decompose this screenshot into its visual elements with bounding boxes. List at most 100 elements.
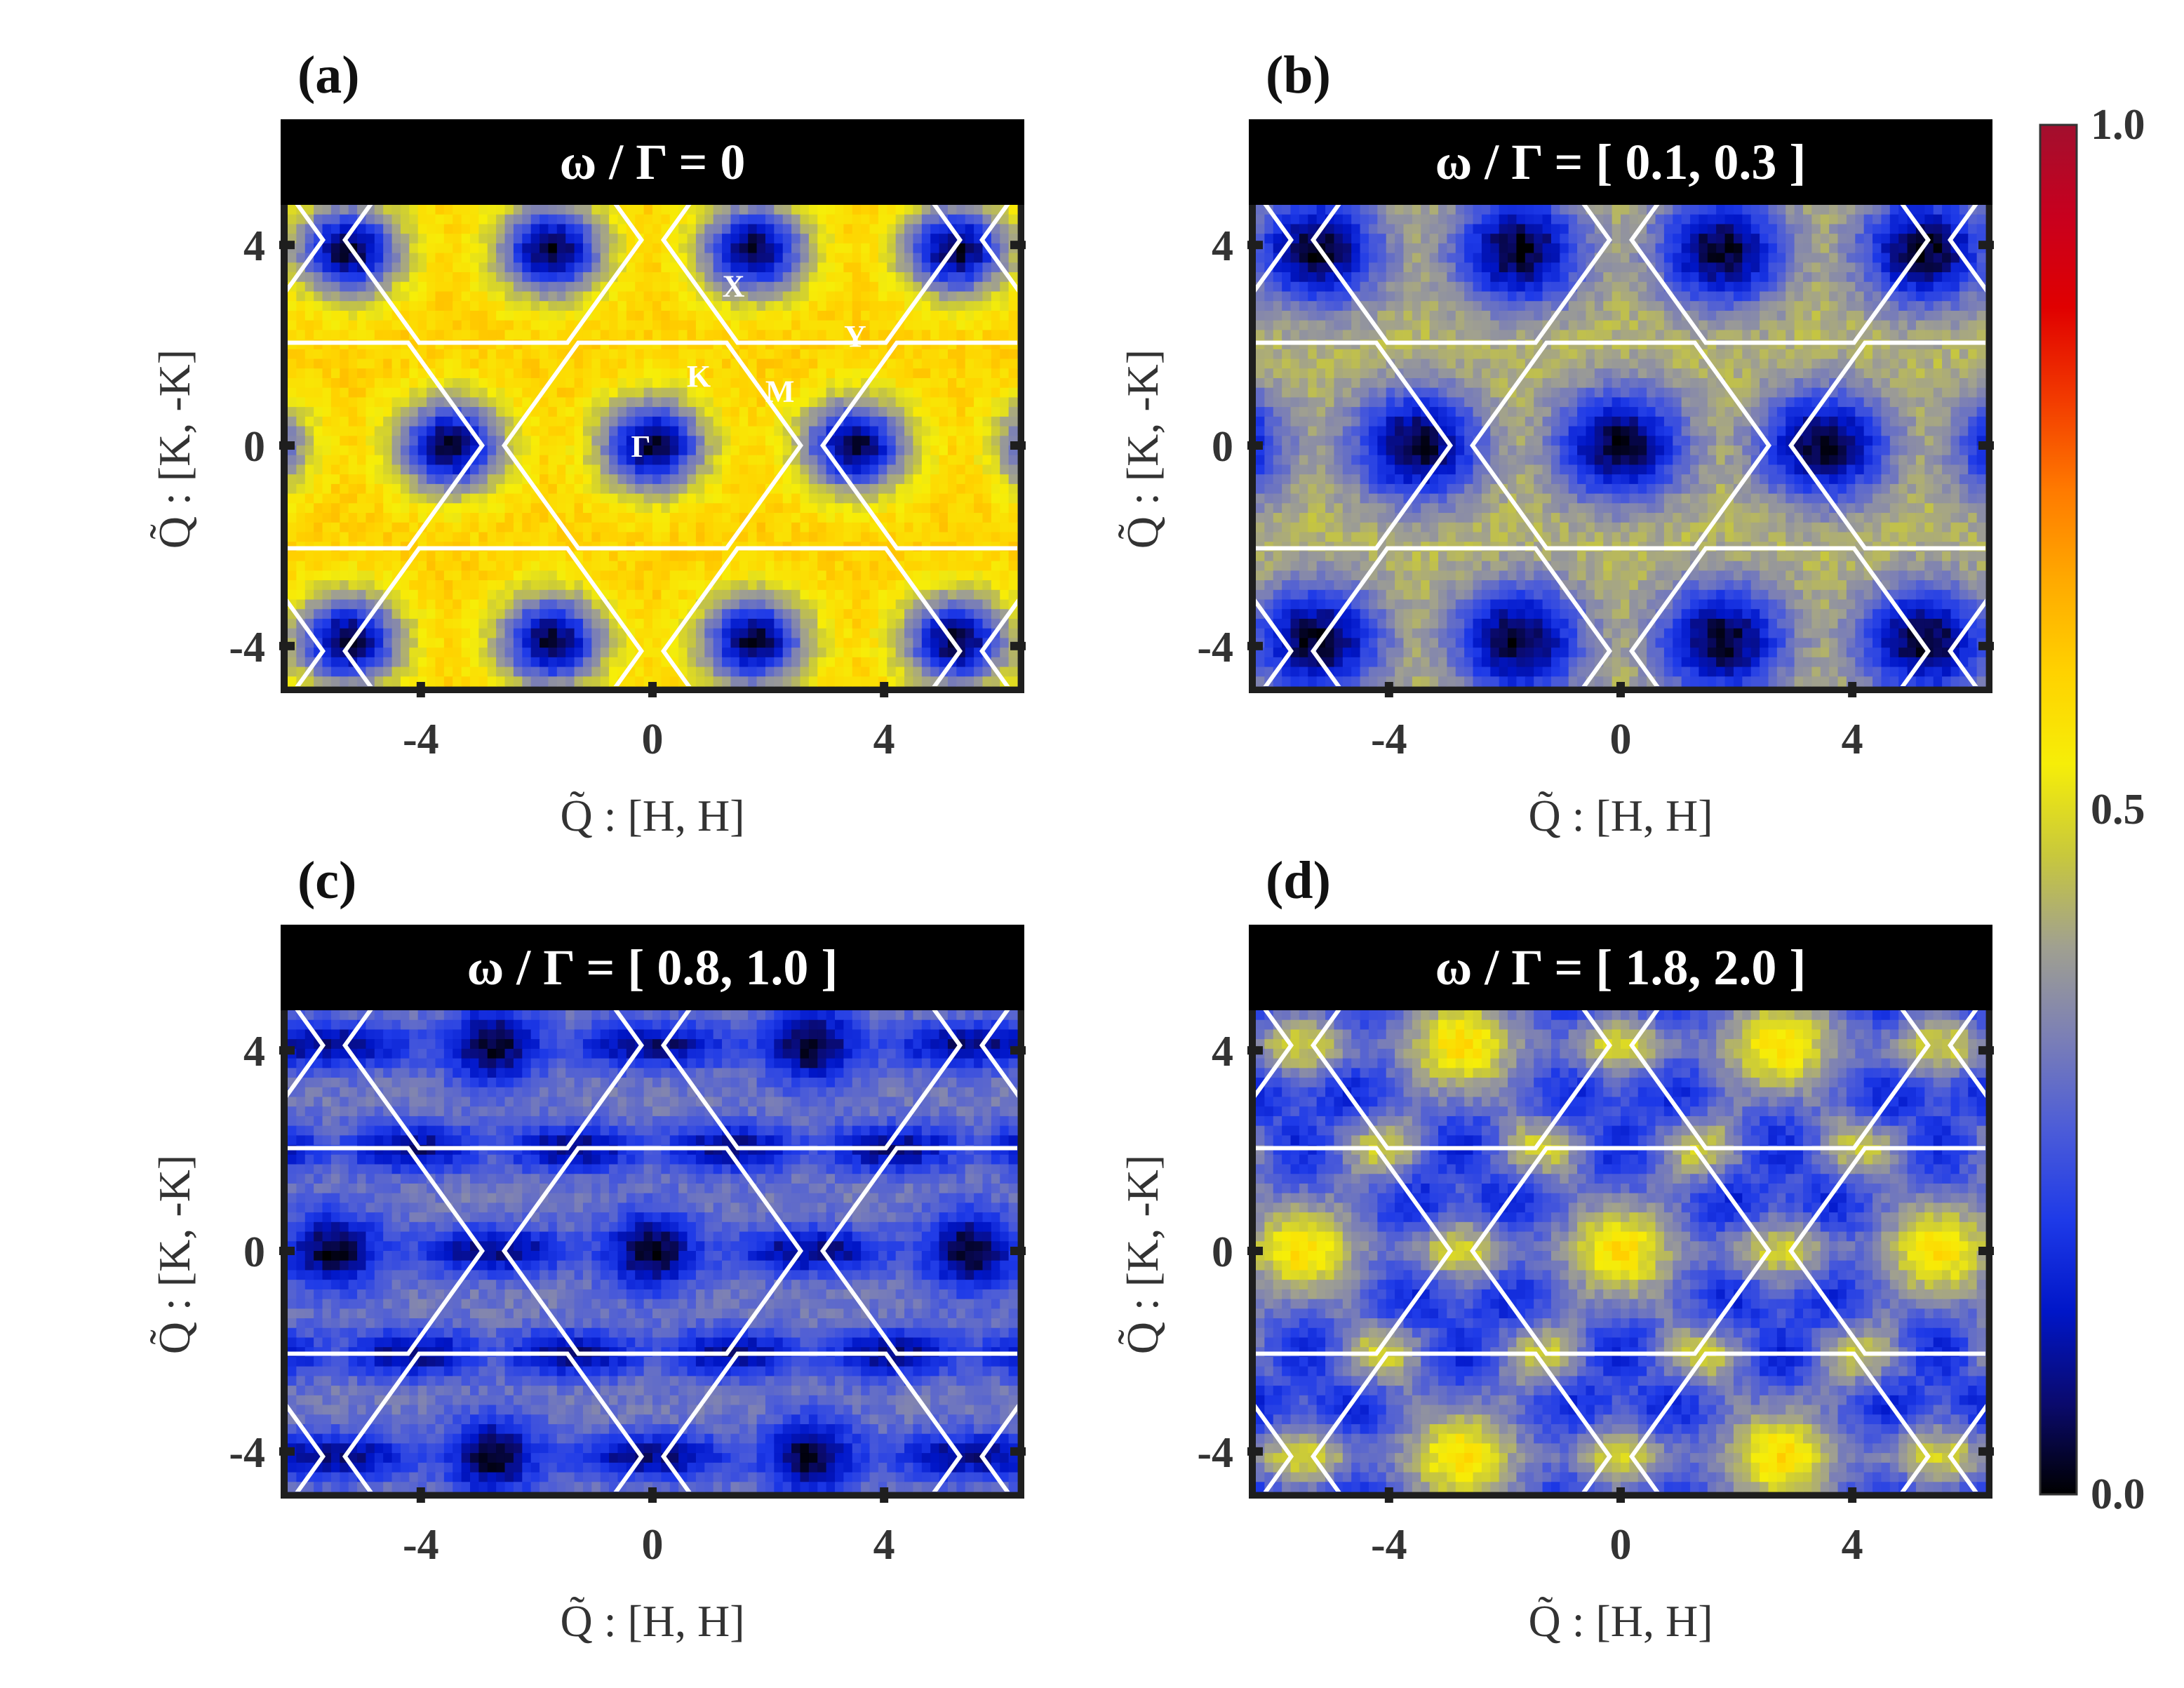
heatmap-cell	[782, 387, 792, 398]
heatmap-cell	[443, 205, 453, 215]
heatmap-cell	[1811, 234, 1821, 244]
heatmap-cell	[1464, 234, 1474, 244]
heatmap-cell	[843, 416, 853, 427]
heatmap-cell	[1924, 224, 1934, 234]
heatmap-cell	[826, 214, 836, 225]
heatmap-cell	[1000, 320, 1010, 330]
heatmap-cell	[878, 513, 887, 523]
heatmap-cell	[626, 205, 636, 215]
heatmap-cell	[800, 291, 810, 302]
heatmap-cell	[826, 368, 836, 379]
heatmap-cell	[453, 570, 462, 581]
heatmap-cell	[330, 599, 340, 610]
heatmap-cell	[1316, 281, 1326, 293]
heatmap-cell	[1811, 214, 1821, 225]
heatmap-cell	[895, 493, 905, 504]
heatmap-cell	[600, 436, 610, 446]
heatmap-cell	[496, 628, 506, 638]
heatmap-cell	[314, 474, 323, 485]
heatmap-cell	[304, 446, 314, 456]
heatmap-cell	[774, 589, 784, 601]
heatmap-cell	[1863, 243, 1873, 254]
heatmap-cell	[835, 532, 844, 542]
heatmap-cell	[322, 493, 332, 504]
heatmap-cell	[348, 349, 358, 360]
heatmap-cell	[730, 416, 740, 427]
heatmap-cell	[887, 301, 897, 312]
heatmap-cell	[609, 648, 619, 658]
heatmap-cell	[974, 589, 984, 601]
heatmap-cell	[626, 474, 636, 485]
heatmap-cell	[817, 580, 827, 591]
heatmap-cell	[852, 253, 862, 263]
heatmap-cell	[574, 377, 584, 389]
heatmap-cell	[669, 464, 679, 475]
heatmap-cell	[722, 580, 732, 591]
heatmap-cell	[1429, 262, 1439, 273]
heatmap-cell	[1008, 368, 1018, 379]
heatmap-cell	[409, 446, 419, 456]
heatmap-cell	[600, 628, 610, 638]
heatmap-cell	[435, 426, 445, 436]
heatmap-cell	[982, 349, 992, 360]
heatmap-cell	[791, 609, 801, 619]
heatmap-cell	[487, 657, 497, 668]
heatmap-cell	[1508, 281, 1518, 293]
heatmap-cell	[296, 416, 306, 427]
heatmap-cell	[947, 234, 957, 244]
heatmap-cell	[1299, 234, 1308, 244]
heatmap-cell	[1976, 214, 1986, 225]
heatmap-cell	[340, 281, 349, 293]
heatmap-cell	[956, 618, 966, 629]
heatmap-cell	[1594, 262, 1604, 273]
heatmap-cell	[800, 224, 810, 234]
heatmap-cell	[522, 648, 532, 658]
heatmap-cell	[582, 532, 592, 542]
heatmap-cell	[678, 436, 688, 446]
heatmap-cell	[887, 464, 897, 475]
heatmap-cell	[704, 262, 714, 273]
heatmap-cell	[947, 387, 957, 398]
heatmap-cell	[1560, 281, 1569, 293]
heatmap-cell	[530, 561, 540, 571]
heatmap-cell	[453, 281, 462, 293]
heatmap-cell	[1008, 513, 1018, 523]
heatmap-cell	[522, 349, 532, 360]
heatmap-cell	[288, 426, 297, 436]
heatmap-cell	[739, 349, 749, 360]
heatmap-cell	[591, 628, 601, 638]
heatmap-cell	[661, 214, 671, 225]
heatmap-cell	[704, 224, 714, 234]
heatmap-cell	[895, 426, 905, 436]
heatmap-cell	[982, 407, 992, 417]
heatmap-cell	[939, 609, 949, 619]
heatmap-cell	[921, 243, 931, 254]
heatmap-cell	[1000, 628, 1010, 638]
heatmap-cell	[478, 253, 488, 263]
heatmap-cell	[913, 570, 923, 581]
heatmap-cell	[748, 638, 758, 648]
heatmap-cell	[427, 272, 436, 283]
heatmap-cell	[530, 599, 540, 610]
heatmap-cell	[678, 609, 688, 619]
heatmap-cell	[774, 628, 784, 638]
heatmap-cell	[513, 368, 523, 379]
heatmap-cell	[739, 416, 749, 427]
heatmap-cell	[748, 493, 758, 504]
heatmap-cell	[496, 359, 506, 369]
heatmap-cell	[713, 426, 723, 436]
heatmap-cell	[409, 301, 419, 312]
heatmap-cell	[540, 570, 549, 581]
heatmap-cell	[1368, 253, 1378, 263]
heatmap-cell	[1663, 253, 1673, 263]
heatmap-cell	[947, 513, 957, 523]
heatmap-cell	[669, 609, 679, 619]
heatmap-cell	[756, 464, 766, 475]
heatmap-cell	[427, 446, 436, 456]
heatmap-cell	[722, 291, 732, 302]
heatmap-cell	[582, 426, 592, 436]
heatmap-cell	[669, 551, 679, 562]
heatmap-cell	[669, 436, 679, 446]
heatmap-cell	[652, 272, 662, 283]
heatmap-cell	[956, 513, 966, 523]
